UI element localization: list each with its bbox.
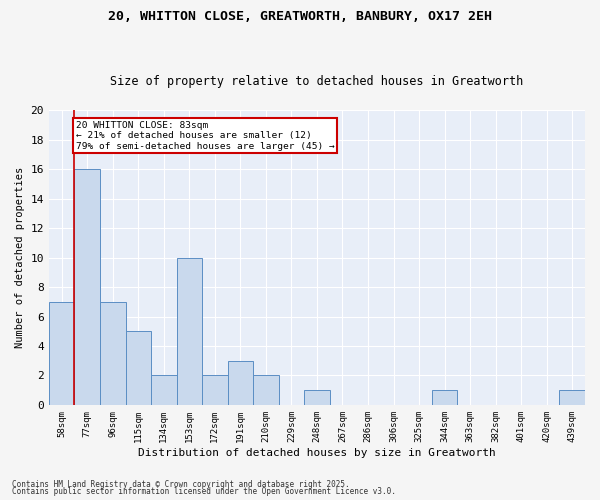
Bar — [49, 302, 74, 405]
Bar — [151, 376, 176, 405]
Bar — [125, 331, 151, 405]
X-axis label: Distribution of detached houses by size in Greatworth: Distribution of detached houses by size … — [138, 448, 496, 458]
Bar — [432, 390, 457, 405]
Bar — [176, 258, 202, 405]
Text: 20 WHITTON CLOSE: 83sqm
← 21% of detached houses are smaller (12)
79% of semi-de: 20 WHITTON CLOSE: 83sqm ← 21% of detache… — [76, 121, 334, 150]
Y-axis label: Number of detached properties: Number of detached properties — [15, 167, 25, 348]
Bar — [202, 376, 227, 405]
Bar — [74, 170, 100, 405]
Title: Size of property relative to detached houses in Greatworth: Size of property relative to detached ho… — [110, 76, 524, 88]
Bar — [559, 390, 585, 405]
Text: Contains public sector information licensed under the Open Government Licence v3: Contains public sector information licen… — [12, 487, 396, 496]
Bar — [100, 302, 125, 405]
Text: 20, WHITTON CLOSE, GREATWORTH, BANBURY, OX17 2EH: 20, WHITTON CLOSE, GREATWORTH, BANBURY, … — [108, 10, 492, 23]
Bar — [227, 360, 253, 405]
Bar — [253, 376, 278, 405]
Text: Contains HM Land Registry data © Crown copyright and database right 2025.: Contains HM Land Registry data © Crown c… — [12, 480, 350, 489]
Bar — [304, 390, 330, 405]
